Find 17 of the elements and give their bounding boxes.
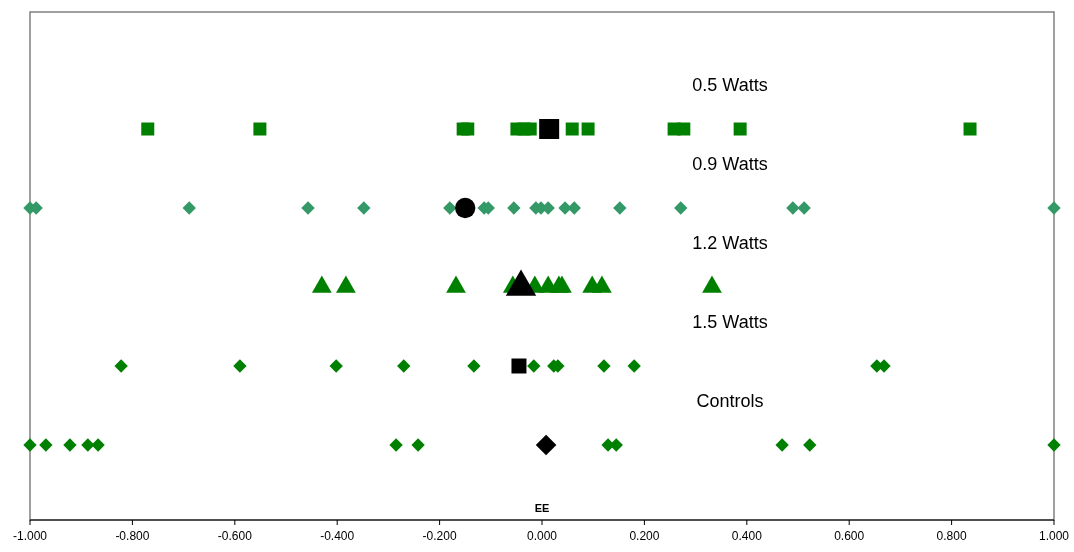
x-tick-label: 0.800 xyxy=(936,529,967,543)
x-tick-label: 0.600 xyxy=(834,529,865,543)
x-tick-label: 0.400 xyxy=(731,529,763,543)
x-tick-label: 0.200 xyxy=(629,529,660,543)
x-tick-label: -0.800 xyxy=(115,529,150,543)
x-tick-label: 0.000 xyxy=(526,529,558,543)
x-tick-label: 1.000 xyxy=(1038,529,1070,543)
y-tick-label: 1.2 Watts xyxy=(692,233,768,253)
x-axis-title: EE xyxy=(534,502,550,514)
y-tick-label: Controls xyxy=(696,391,764,411)
x-tick-label: -1.000 xyxy=(12,529,48,543)
x-tick-label: -0.600 xyxy=(217,529,253,543)
x-tick-label: -0.200 xyxy=(422,529,457,543)
y-tick-label: 0.5 Watts xyxy=(692,75,768,95)
y-tick-label: 0.9 Watts xyxy=(692,154,768,174)
y-tick-label: 1.5 Watts xyxy=(692,312,768,332)
x-tick-label: -0.400 xyxy=(320,529,355,543)
